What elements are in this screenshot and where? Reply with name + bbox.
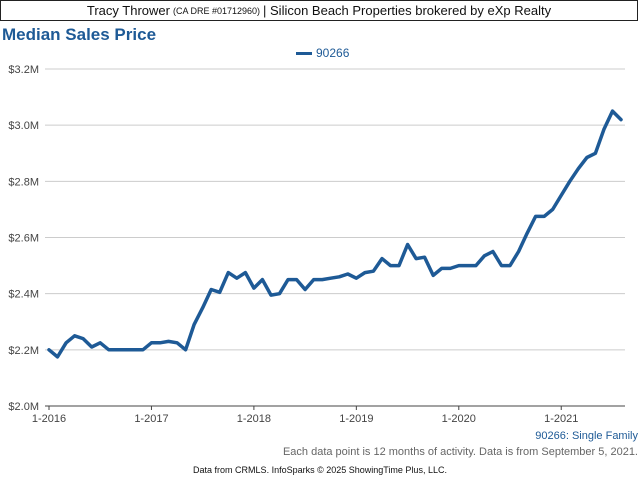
y-tick-label: $2.6M xyxy=(8,233,39,245)
brokerage-name: | Silicon Beach Properties brokered by e… xyxy=(263,3,552,18)
y-tick-label: $2.0M xyxy=(8,401,39,413)
x-tick-label: 1-2016 xyxy=(32,413,66,425)
y-tick-label: $3.0M xyxy=(8,120,39,132)
y-tick-label: $2.4M xyxy=(8,289,39,301)
data-note: Each data point is 12 months of activity… xyxy=(282,446,638,458)
legend: 90266 xyxy=(296,46,349,60)
agent-name: Tracy Thrower xyxy=(86,3,170,18)
chart-title: Median Sales Price xyxy=(2,25,157,44)
chart-area: $2.0M $2.2M $2.4M $2.6M $2.8M $3.0M $3.2M 1-201… xyxy=(0,40,640,440)
legend-label: 90266 xyxy=(316,46,350,60)
y-tick-label: $3.2M xyxy=(8,64,39,76)
series-description: 90266: Single Family xyxy=(535,430,638,442)
x-tick-label: 1-2020 xyxy=(442,413,476,425)
dre-number: (CA DRE #01712960) xyxy=(172,5,261,16)
header-bar: Tracy Thrower (CA DRE #01712960) | Silic… xyxy=(0,0,638,21)
line-chart: $2.0M $2.2M $2.4M $2.6M $2.8M $3.0M $3.2M 1-201… xyxy=(8,64,625,425)
footer-credit: Data from CRMLS. InfoSparks © 2025 Showi… xyxy=(193,465,447,475)
x-tick-label: 1-2019 xyxy=(339,413,373,425)
x-tick-label: 1-2018 xyxy=(237,413,271,425)
series-line-90266 xyxy=(47,109,623,359)
x-tick-label: 1-2017 xyxy=(134,413,168,425)
y-tick-label: $2.2M xyxy=(8,345,39,357)
y-tick-label: $2.8M xyxy=(8,176,39,188)
legend-swatch xyxy=(296,51,312,55)
x-tick-label: 1-2021 xyxy=(544,413,578,425)
